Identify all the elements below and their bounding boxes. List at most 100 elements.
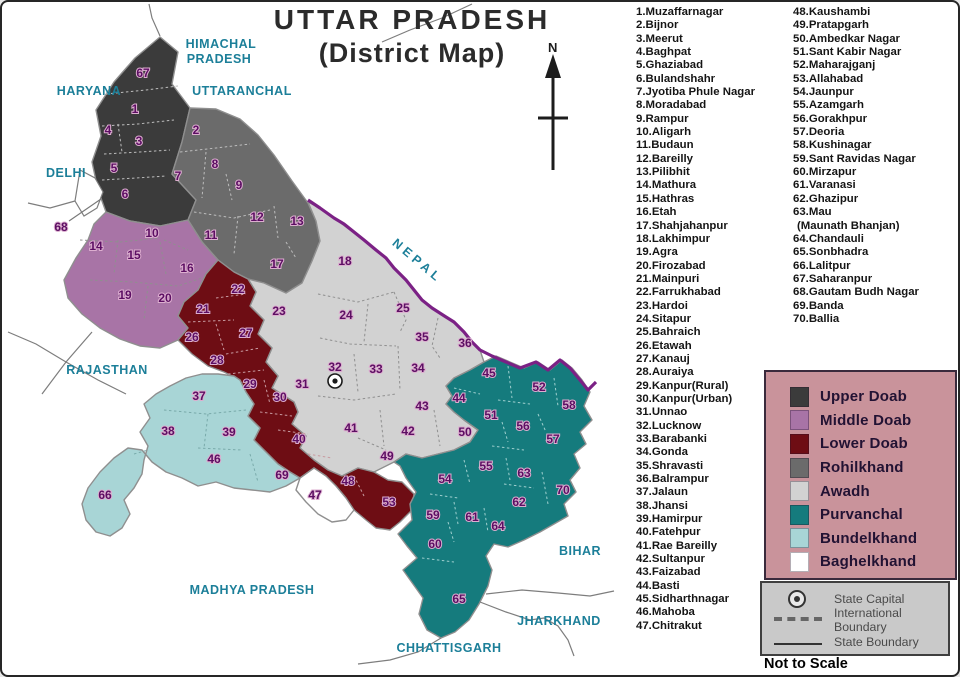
district-number-69: 69 (275, 468, 289, 482)
legend-label: Lower Doab (820, 435, 908, 453)
district-list-item-52: 52.Maharajganj (793, 59, 876, 72)
district-list-col2: 48.Kaushambi 49.Pratapgarh 50.Ambedkar Nag… (793, 6, 919, 326)
district-number-12: 12 (250, 210, 264, 224)
state-label-himachal: HIMACHAL (186, 37, 257, 51)
district-number-40: 40 (292, 432, 306, 446)
district-list-item-51: 51.Sant Kabir Nagar (793, 46, 902, 59)
district-number-19: 19 (118, 288, 132, 302)
state-label-bihar: BIHAR (559, 544, 601, 558)
district-list-item-63-cont: (Maunath Bhanjan) (797, 219, 900, 232)
region-bundelkhand (81, 373, 301, 537)
district-list-item-48: 48.Kaushambi (793, 6, 871, 18)
legend-swatch (790, 457, 809, 478)
state-boundary-icon (774, 643, 822, 645)
district-list-item-3: 3.Meerut (636, 32, 683, 45)
legend-swatch (790, 386, 809, 407)
not-to-scale-note: Not to Scale (764, 656, 848, 672)
district-number-45: 45 (482, 366, 496, 380)
district-number-20: 20 (158, 291, 172, 305)
district-number-29: 29 (243, 377, 257, 391)
district-number-52: 52 (532, 380, 546, 394)
district-list-item-15: 15.Hathras (636, 192, 695, 205)
legend-label: Baghelkhand (820, 553, 917, 571)
mp-chhattisgarh-boundary (357, 637, 442, 665)
district-list-item-45: 45.Sidharthnagar (636, 593, 730, 606)
district-number-57: 57 (546, 432, 560, 446)
district-list-item-69: 69.Banda (793, 299, 844, 312)
legend-item-lower-doab: Lower Doab (790, 432, 955, 456)
district-list-item-18: 18.Lakhimpur (636, 232, 711, 245)
district-number-63: 63 (517, 466, 531, 480)
state-capital-icon (788, 590, 806, 608)
map-title: UTTAR PRADESH (District Map) (252, 4, 572, 69)
region-legend-rows: Upper Doab Middle Doab Lower Doab Rohilkhan… (790, 385, 955, 574)
district-number-3: 3 (136, 134, 143, 148)
district-list-item-32: 32.Lucknow (636, 419, 702, 432)
district-list-item-56: 56.Gorakhpur (793, 112, 868, 125)
district-number-44: 44 (452, 391, 466, 405)
legend-label: Rohilkhand (820, 459, 904, 477)
district-list-item-43: 43.Faizabad (636, 566, 701, 579)
district-list-item-4: 4.Baghpat (636, 46, 692, 59)
legend-label: Upper Doab (820, 388, 908, 406)
himachal-uttaranchal-boundary (381, 3, 473, 43)
district-list-item-7: 7.Jyotiba Phule Nagar (636, 86, 756, 99)
nepal-boundary (307, 198, 598, 392)
district-list-item-28: 28.Auraiya (636, 366, 694, 379)
district-number-64: 64 (491, 519, 505, 533)
legend-label: Awadh (820, 482, 870, 500)
district-list-item-19: 19.Agra (636, 246, 678, 259)
district-list-item-60: 60.Mirzapur (793, 166, 857, 179)
district-number-55: 55 (479, 459, 493, 473)
district-list-item-2: 2.Bijnor (636, 19, 679, 32)
state-label-chhattisgarh: CHHATTISGARH (396, 641, 501, 655)
district-number-28: 28 (210, 353, 224, 367)
district-list-item-39: 39.Hamirpur (636, 513, 703, 526)
haryana-delhi-boundary (27, 200, 76, 209)
map-title-line2: (District Map) (318, 38, 506, 68)
district-number-70: 70 (556, 483, 570, 497)
district-number-8: 8 (212, 157, 219, 171)
state-label-pradesh: PRADESH (187, 52, 252, 66)
district-number-59: 59 (426, 508, 440, 522)
district-number-31: 31 (295, 377, 309, 391)
state-capital-label: State Capital (834, 592, 905, 606)
district-number-24: 24 (339, 308, 353, 322)
symbols-legend: State Capital International Boundary Sta… (760, 581, 950, 656)
district-number-36: 36 (458, 336, 472, 350)
district-list-item-64: 64.Chandauli (793, 232, 864, 245)
international-boundary-label2: Boundary (834, 620, 887, 634)
district-number-65: 65 (452, 592, 466, 606)
district-number-43: 43 (415, 399, 429, 413)
state-boundary-label: State Boundary (834, 635, 919, 649)
legend-item-rohilkhand: Rohilkhand (790, 456, 955, 480)
district-list-item-29: 29.Kanpur(Rural) (636, 379, 729, 392)
legend-item-purvanchal: Purvanchal (790, 503, 955, 527)
district-number-39: 39 (222, 425, 236, 439)
district-list-item-47: 47.Chitrakut (636, 619, 702, 632)
north-label: N (548, 40, 558, 55)
rajasthan-boundary (41, 331, 93, 395)
district-number-4: 4 (105, 123, 112, 137)
district-number-16: 16 (180, 261, 194, 275)
region-legend: Upper Doab Middle Doab Lower Doab Rohilkhan… (764, 370, 957, 580)
district-list-item-33: 33.Barabanki (636, 433, 707, 445)
district-list-item-14: 14.Mathura (636, 179, 697, 192)
district-number-23: 23 (272, 304, 286, 318)
district-list-item-44: 44.Basti (636, 579, 680, 592)
district-number-13: 13 (290, 214, 304, 228)
district-list-item-63: 63.Mau (793, 206, 832, 219)
district-list-item-55: 55.Azamgarh (793, 99, 864, 112)
district-number-56: 56 (516, 419, 530, 433)
district-list-item-70: 70.Ballia (793, 312, 840, 325)
district-number-62: 62 (512, 495, 526, 509)
district-number-15: 15 (127, 248, 141, 262)
district-list-item-25: 25.Bahraich (636, 326, 701, 339)
district-number-42: 42 (401, 424, 415, 438)
state-label-uttaranchal: UTTARANCHAL (192, 84, 292, 98)
region-lower-doab (177, 259, 415, 531)
district-number-25: 25 (396, 301, 410, 315)
district-number-6: 6 (122, 187, 129, 201)
north-arrow: N (529, 40, 579, 175)
